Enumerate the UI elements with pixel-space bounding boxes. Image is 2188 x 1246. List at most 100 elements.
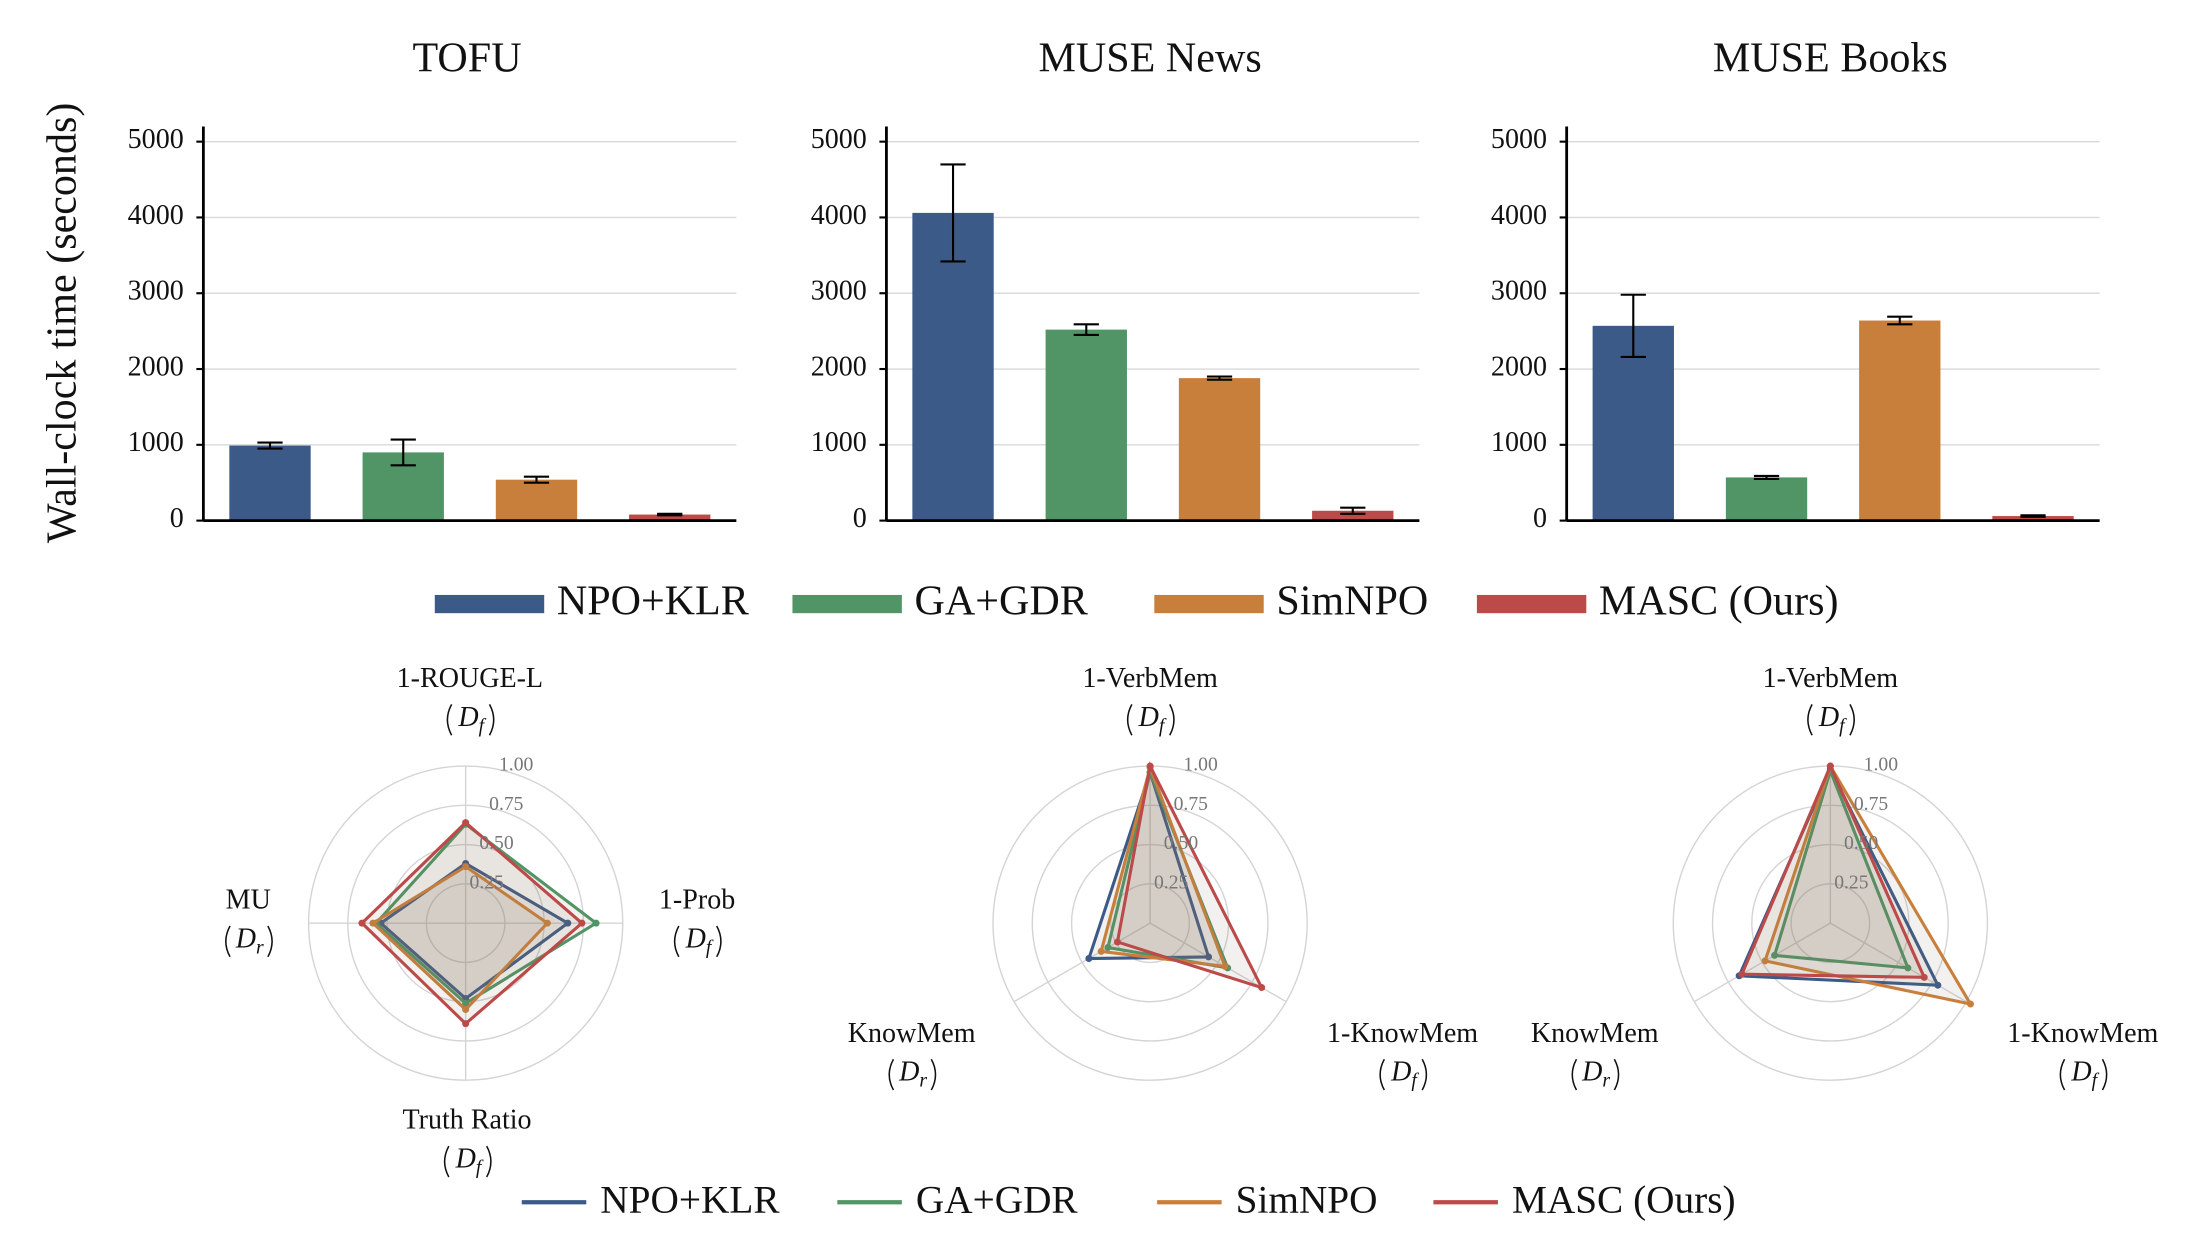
- radar-axis-label: Truth Ratio: [402, 1105, 531, 1136]
- legend-swatch: [792, 594, 902, 614]
- paren: [267, 925, 273, 958]
- domain-subscript: f: [476, 1157, 484, 1178]
- domain-subscript: r: [919, 1070, 927, 1091]
- domain-symbol: D: [898, 1057, 919, 1088]
- radar-point: [1146, 762, 1154, 770]
- radar-point: [1738, 970, 1746, 978]
- paren: [1126, 703, 1133, 736]
- legend-label: GA+GDR: [916, 1179, 1079, 1222]
- domain-symbol: D: [2070, 1057, 2091, 1088]
- y-tick-label: 4000: [1491, 200, 1547, 231]
- bar: [1859, 320, 1941, 521]
- radar-series: [1099, 762, 1228, 969]
- radar-axis-domain: Df: [685, 924, 714, 958]
- radar-axis-label: 1-KnowMem: [2007, 1018, 2158, 1049]
- error-bar: [390, 438, 416, 467]
- paren: [446, 703, 453, 736]
- radar-point: [1104, 943, 1112, 952]
- y-tick-label: 2000: [811, 351, 867, 382]
- radar-axis-label: KnowMem: [848, 1018, 976, 1049]
- radar-point: [358, 919, 366, 927]
- radar-tick-label: 0.25: [470, 872, 505, 893]
- paren: [2101, 1058, 2108, 1091]
- radar-axis-label: 1-KnowMem: [1327, 1018, 1478, 1049]
- radar-tick-label: 1.00: [499, 755, 534, 776]
- domain-symbol: D: [1818, 702, 1839, 733]
- radar-point: [1966, 1000, 1974, 1008]
- error-bar: [1073, 323, 1099, 336]
- y-tick-label: 0: [1533, 503, 1547, 534]
- error-bar: [1887, 315, 1913, 326]
- y-tick-label: 2000: [128, 351, 184, 382]
- bar: [1045, 329, 1127, 521]
- y-tick-label: 1000: [1491, 427, 1547, 458]
- legend-label: SimNPO: [1236, 1179, 1378, 1222]
- radar-point: [1920, 973, 1928, 981]
- legend-label: NPO+KLR: [557, 578, 749, 624]
- radar-point: [1085, 954, 1093, 962]
- radar-point: [1205, 953, 1213, 961]
- radar-tick-label: 0.75: [1854, 794, 1889, 815]
- y-tick-label: 3000: [811, 276, 867, 307]
- y-tick-label: 4000: [128, 200, 184, 231]
- radar-point: [1771, 951, 1779, 959]
- domain-symbol: D: [235, 924, 256, 955]
- radar-point: [1826, 762, 1834, 770]
- paren: [2059, 1058, 2066, 1091]
- legend-label: NPO+KLR: [600, 1179, 780, 1222]
- legend-label: MASC (Ours): [1599, 578, 1839, 624]
- radar-point: [1113, 938, 1121, 946]
- radar-series: [1763, 762, 1974, 1007]
- radar-point: [1761, 957, 1769, 965]
- domain-symbol: D: [1138, 702, 1159, 733]
- domain-subscript: r: [256, 937, 264, 958]
- radar-point: [462, 999, 470, 1007]
- radar-spoke: [1829, 922, 1967, 1003]
- domain-symbol: D: [455, 1144, 476, 1175]
- paren: [443, 1145, 450, 1178]
- error-bar: [657, 512, 683, 517]
- domain-subscript: f: [706, 937, 714, 958]
- radar-point: [462, 819, 470, 827]
- radar-point: [369, 919, 377, 927]
- domain-symbol: D: [1581, 1057, 1602, 1088]
- domain-symbol: D: [1390, 1057, 1411, 1088]
- radar-series: [1772, 766, 1911, 970]
- bar: [1312, 510, 1394, 521]
- radar-tick-label: 1.00: [1183, 755, 1218, 776]
- radar-tick-label: 0.50: [1844, 833, 1879, 854]
- paren: [1379, 1058, 1386, 1091]
- bar: [629, 514, 711, 521]
- y-tick-label: 3000: [128, 276, 184, 307]
- bar: [229, 445, 311, 521]
- radar-tick-label: 0.50: [1164, 833, 1199, 854]
- legend-swatch: [434, 594, 545, 614]
- paren: [673, 925, 680, 958]
- y-tick-label: 4000: [811, 200, 867, 231]
- error-bar: [2020, 514, 2046, 518]
- paren: [1421, 1058, 1428, 1091]
- radar-point: [564, 919, 572, 927]
- radar-tick-label: 0.75: [1174, 794, 1209, 815]
- radar-spoke: [1013, 922, 1151, 1003]
- paren: [930, 1058, 937, 1091]
- radar-series: [1739, 762, 1927, 979]
- chart-title: MUSE News: [1039, 36, 1262, 82]
- paren: [1849, 703, 1855, 736]
- chart-title: TOFU: [413, 36, 522, 82]
- bar: [1725, 477, 1808, 521]
- radar-point: [578, 919, 586, 927]
- paren: [716, 925, 722, 958]
- chart-title: MUSE Books: [1713, 36, 1948, 82]
- radar-axis-domain: Dr: [898, 1057, 927, 1091]
- radar-series: [359, 820, 585, 1026]
- radar-tick-label: 0.50: [479, 833, 514, 854]
- paren: [488, 703, 495, 736]
- domain-subscript: f: [1839, 715, 1847, 736]
- radar-point: [462, 1006, 470, 1014]
- domain-subscript: f: [1411, 1070, 1419, 1091]
- bar: [495, 479, 578, 521]
- paren: [1807, 703, 1813, 736]
- radar-axis-label: 1-VerbMem: [1763, 663, 1899, 694]
- y-tick-label: 5000: [128, 124, 184, 155]
